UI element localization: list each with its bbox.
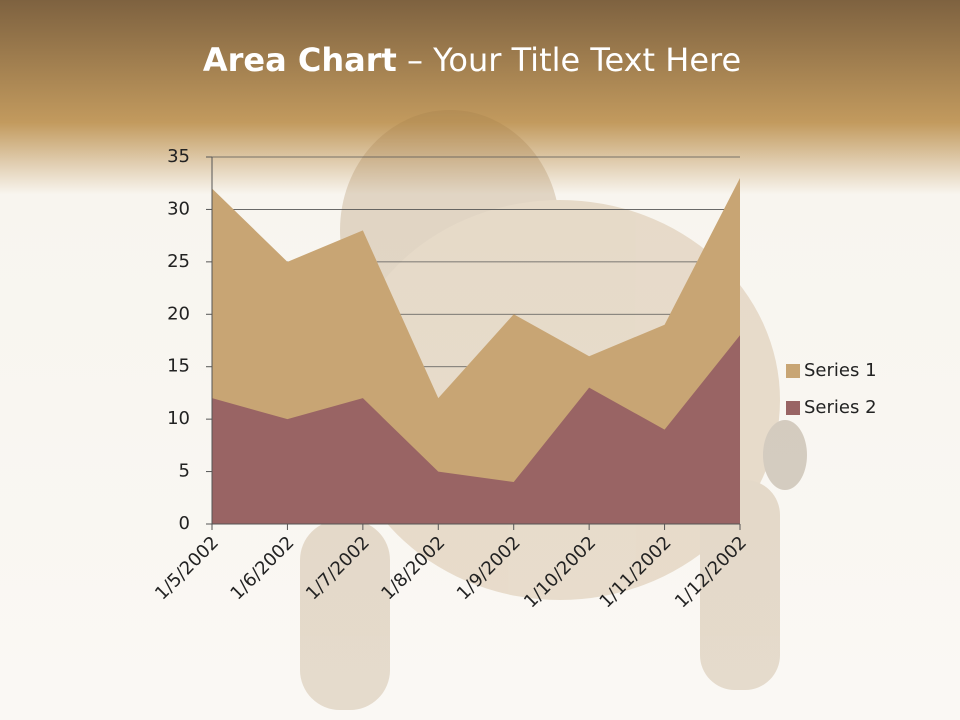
y-tick-label: 10 — [167, 408, 190, 429]
y-tick-label: 20 — [167, 303, 190, 324]
title-rest: – Your Title Text Here — [407, 41, 741, 79]
y-tick-label: 0 — [179, 513, 190, 534]
y-tick-label: 5 — [179, 461, 190, 482]
legend-label: Series 2 — [804, 397, 877, 418]
y-tick-label: 15 — [167, 356, 190, 377]
title-bold: Area Chart — [203, 41, 397, 79]
legend-swatch — [786, 401, 800, 415]
slide-title: Area Chart – Your Title Text Here — [203, 41, 741, 79]
y-tick-label: 30 — [167, 198, 190, 219]
y-tick-label: 25 — [167, 251, 190, 272]
legend-swatch — [786, 364, 800, 378]
area — [212, 335, 740, 524]
y-tick-label: 35 — [167, 146, 190, 167]
legend-label: Series 1 — [804, 360, 877, 381]
